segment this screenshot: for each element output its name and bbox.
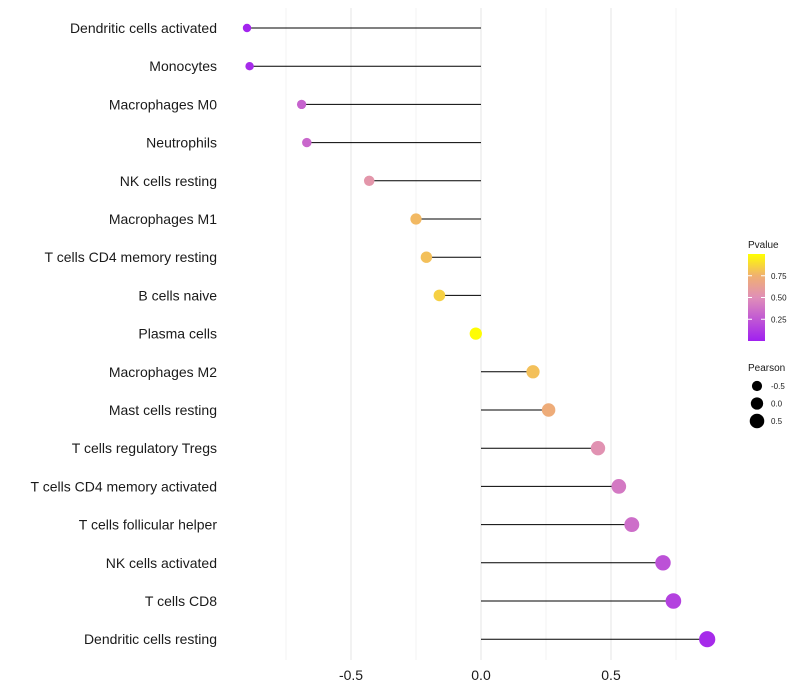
- category-label: T cells CD4 memory activated: [31, 478, 217, 494]
- category-label: Macrophages M2: [109, 364, 217, 380]
- data-point: [410, 213, 422, 225]
- size-key-dot: [750, 397, 764, 410]
- pearson-legend-keys: -0.5 0.0 0.5: [749, 380, 785, 429]
- data-point: [363, 175, 375, 187]
- data-point: [420, 251, 433, 263]
- category-label: Macrophages M0: [109, 96, 217, 112]
- pearson-legend-title: Pearson: [748, 363, 785, 374]
- data-point: [242, 23, 252, 33]
- pvalue-legend-title: Pvalue: [748, 240, 779, 251]
- data-point: [433, 289, 446, 302]
- data-point: [541, 403, 556, 417]
- data-point: [665, 593, 682, 609]
- data-point: [296, 99, 307, 110]
- category-label: Mast cells resting: [109, 402, 217, 418]
- size-key-dot: [749, 413, 765, 429]
- category-label: Dendritic cells resting: [84, 631, 217, 647]
- data-point: [526, 365, 540, 379]
- category-label: Neutrophils: [146, 135, 217, 151]
- category-label: Dendritic cells activated: [70, 20, 217, 36]
- pvalue-colorbar: [748, 254, 765, 341]
- data-point: [611, 479, 627, 494]
- data-point: [590, 441, 606, 456]
- category-label: Monocytes: [149, 58, 217, 74]
- category-label: NK cells activated: [106, 555, 217, 571]
- data-point: [469, 327, 482, 340]
- points: [242, 23, 716, 648]
- size-key-label: 0.0: [771, 400, 783, 409]
- category-label: T cells follicular helper: [79, 517, 218, 533]
- x-tick-label: -0.5: [339, 667, 363, 683]
- size-key-label: 0.5: [771, 417, 783, 426]
- data-point: [624, 517, 640, 533]
- size-key-label: -0.5: [771, 382, 785, 391]
- colorbar-tick-label: 0.75: [771, 272, 787, 281]
- colorbar-tick-label: 0.50: [771, 294, 787, 303]
- category-label: T cells CD4 memory resting: [45, 249, 217, 265]
- data-point: [655, 555, 671, 571]
- category-label: T cells CD8: [145, 593, 217, 609]
- category-label: Macrophages M1: [109, 211, 217, 227]
- legend: Pvalue 0.75 0.50 0.25 Pearson -0.5 0.0 0.5: [748, 240, 787, 429]
- category-label: B cells naive: [138, 287, 217, 303]
- size-key-dot: [751, 380, 763, 392]
- data-point: [699, 631, 716, 648]
- pvalue-legend-ticks: 0.75 0.50 0.25: [748, 272, 787, 324]
- x-tick-label: 0.0: [471, 667, 491, 683]
- category-label: T cells regulatory Tregs: [72, 440, 217, 456]
- x-tick-label: 0.5: [601, 667, 621, 683]
- x-tick-labels: -0.5 0.0 0.5: [339, 667, 621, 683]
- colorbar-tick-label: 0.25: [771, 315, 787, 324]
- category-labels: Dendritic cells activated Monocytes Macrop…: [31, 20, 218, 647]
- category-label: Plasma cells: [138, 326, 217, 342]
- category-label: NK cells resting: [120, 173, 217, 189]
- data-point: [245, 61, 254, 71]
- stems: [247, 27, 708, 640]
- data-point: [302, 137, 312, 148]
